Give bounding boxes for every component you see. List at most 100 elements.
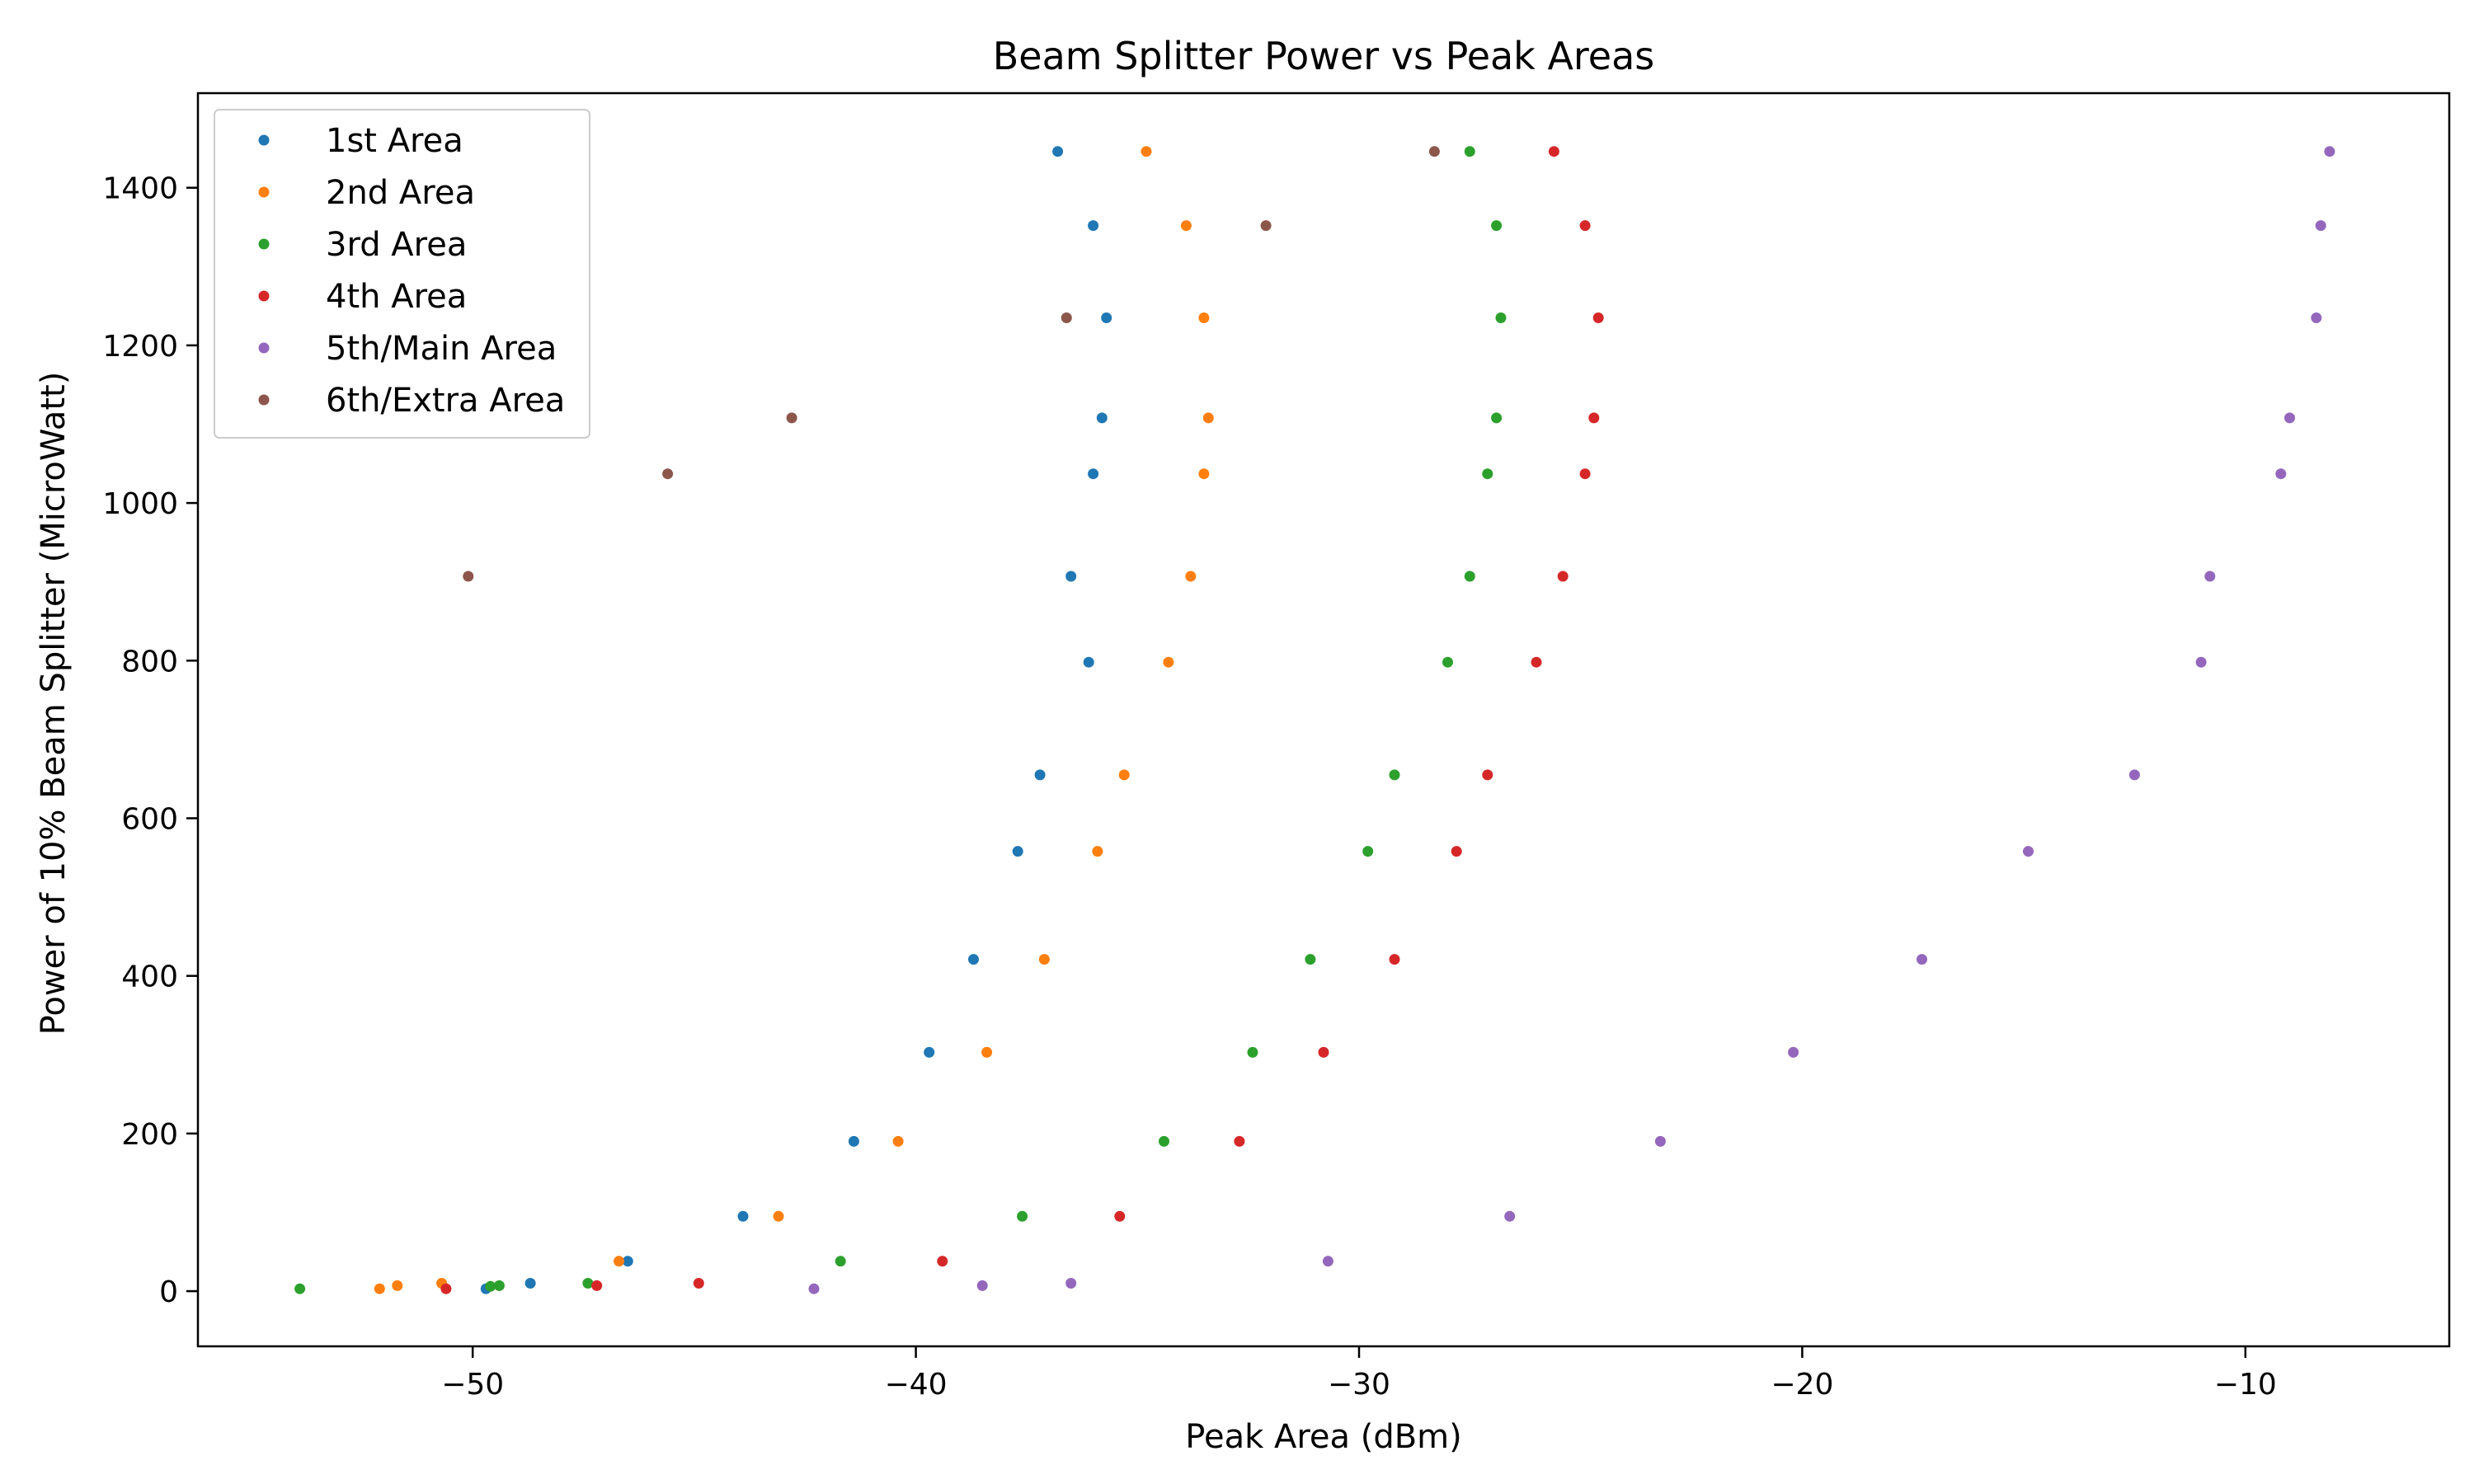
legend-marker [258, 394, 270, 406]
data-point [693, 1278, 704, 1289]
legend-box [214, 109, 590, 439]
data-point [1389, 769, 1400, 781]
y-tick-label: 600 [121, 802, 178, 836]
data-point [2023, 846, 2034, 857]
data-point [1389, 954, 1400, 965]
data-point [773, 1210, 784, 1222]
data-point [1482, 769, 1493, 781]
data-point [1491, 412, 1503, 424]
data-point [1088, 468, 1099, 480]
plot-area: −50 −40 −30 −20 −10 0 200 400 600 800 1000 1200 1400 [102, 92, 2451, 1402]
legend-label: 1st Area [326, 122, 463, 160]
x-tick-label: −40 [885, 1368, 948, 1402]
data-point [737, 1210, 749, 1222]
y-tick-label: 0 [159, 1275, 178, 1309]
data-point [1185, 571, 1197, 582]
data-point [1362, 846, 1374, 857]
legend-label: 6th/Extra Area [326, 382, 565, 420]
data-point [493, 1280, 505, 1291]
data-point [485, 1280, 496, 1292]
data-point [1305, 954, 1316, 965]
data-point [1464, 571, 1475, 582]
y-tick-label: 400 [121, 960, 178, 994]
series-3 [294, 146, 1507, 1294]
data-point [1260, 220, 1272, 232]
data-point [440, 1283, 452, 1294]
series-5 [808, 146, 2335, 1294]
data-point [1247, 1046, 1258, 1058]
axes-frame [196, 92, 2451, 1348]
x-tick-label: −50 [441, 1368, 504, 1402]
legend-marker [258, 290, 270, 302]
data-point [1088, 220, 1099, 232]
legend-label: 5th/Main Area [326, 330, 557, 368]
data-point [1114, 1210, 1126, 1222]
legend-marker [258, 238, 270, 250]
data-point [2284, 412, 2295, 424]
data-point [1163, 656, 1174, 668]
data-point [2324, 146, 2335, 157]
series-2 [374, 146, 1214, 1294]
y-tick-label: 200 [121, 1118, 178, 1152]
legend-label: 3rd Area [326, 226, 467, 264]
data-point [392, 1280, 403, 1291]
data-point [2204, 571, 2216, 582]
data-point [1654, 1135, 1666, 1147]
data-point [1234, 1135, 1245, 1147]
data-point [1101, 312, 1112, 323]
data-point [1083, 656, 1094, 668]
data-point [1012, 846, 1023, 857]
data-point [937, 1256, 948, 1267]
data-point [1531, 656, 1542, 668]
data-point [848, 1135, 859, 1147]
data-point [1198, 468, 1210, 480]
data-point [2275, 468, 2287, 480]
data-point [1495, 312, 1507, 323]
data-point [968, 954, 979, 965]
series-4 [440, 146, 1604, 1294]
data-point [2315, 220, 2326, 232]
data-point [1198, 312, 1210, 323]
data-point [1482, 468, 1493, 480]
data-point [1017, 1210, 1028, 1222]
data-point [2311, 312, 2322, 323]
data-point [1504, 1210, 1516, 1222]
y-tick-label: 1000 [102, 487, 178, 521]
data-point [1065, 1278, 1077, 1289]
legend-label: 2nd Area [326, 174, 475, 212]
data-point [1065, 571, 1077, 582]
legend-marker [258, 186, 270, 198]
data-point [1579, 220, 1591, 232]
data-point [924, 1046, 935, 1058]
legend-marker [258, 134, 270, 146]
data-point [1464, 146, 1475, 157]
data-point [1788, 1046, 1799, 1058]
data-point [1118, 769, 1130, 781]
legend: 1st Area 2nd Area 3rd Area 4th Area 5th/Main… [214, 109, 590, 439]
data-point [1159, 1135, 1169, 1147]
y-tick-label: 1400 [102, 172, 178, 206]
data-point [981, 1046, 993, 1058]
y-axis-label: Power of 10% Beam Splitter (MicroWatt) [35, 372, 73, 1036]
data-point [1180, 220, 1192, 232]
series-1 [480, 146, 1112, 1294]
data-point [835, 1256, 846, 1267]
x-tick-label: −20 [1771, 1368, 1833, 1402]
data-point [614, 1256, 624, 1267]
data-point [1588, 412, 1600, 424]
data-point [1052, 146, 1064, 157]
legend-label: 4th Area [326, 278, 467, 316]
series-6 [463, 146, 1440, 582]
data-point [1917, 954, 1927, 965]
data-point [786, 412, 797, 424]
data-point [1451, 846, 1462, 857]
data-point [1579, 468, 1591, 480]
data-point [2195, 656, 2207, 668]
x-axis-label: Peak Area (dBm) [1185, 1418, 1461, 1456]
data-point [892, 1135, 904, 1147]
data-point [1318, 1046, 1329, 1058]
data-point [1034, 769, 1046, 781]
data-point [1096, 412, 1108, 424]
